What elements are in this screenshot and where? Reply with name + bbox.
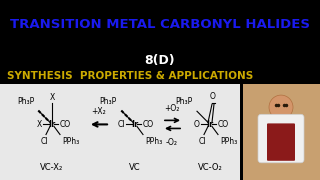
Text: Ph₃P: Ph₃P xyxy=(175,97,192,106)
Text: CO: CO xyxy=(60,120,71,129)
Text: -O₂: -O₂ xyxy=(166,138,178,147)
Text: Ir: Ir xyxy=(132,120,139,129)
Text: X: X xyxy=(37,120,42,129)
Text: 8(D): 8(D) xyxy=(145,54,175,67)
FancyBboxPatch shape xyxy=(267,123,295,161)
Text: O: O xyxy=(210,92,216,101)
Text: VC-O₂: VC-O₂ xyxy=(198,163,222,172)
Text: Cl: Cl xyxy=(40,137,48,146)
Text: CO: CO xyxy=(143,120,154,129)
Text: CO: CO xyxy=(218,120,229,129)
Text: Cl: Cl xyxy=(198,137,206,146)
FancyBboxPatch shape xyxy=(258,114,304,163)
Text: SYNTHESIS  PROPERTIES & APPLICATIONS: SYNTHESIS PROPERTIES & APPLICATIONS xyxy=(7,71,253,81)
FancyBboxPatch shape xyxy=(0,84,240,180)
Text: Ir: Ir xyxy=(48,120,56,129)
Text: O: O xyxy=(194,120,200,129)
Text: Cl: Cl xyxy=(117,120,125,129)
Text: X: X xyxy=(49,93,55,102)
Text: Ir: Ir xyxy=(206,120,214,129)
Text: PPh₃: PPh₃ xyxy=(220,137,237,146)
Text: PPh₃: PPh₃ xyxy=(62,137,79,146)
FancyBboxPatch shape xyxy=(243,84,320,180)
Text: VC: VC xyxy=(129,163,141,172)
Text: TRANSITION METAL CARBONYL HALIDES: TRANSITION METAL CARBONYL HALIDES xyxy=(10,18,310,31)
Text: Ph₃P: Ph₃P xyxy=(100,97,117,106)
Text: +O₂: +O₂ xyxy=(164,104,180,113)
Text: PPh₃: PPh₃ xyxy=(145,137,162,146)
Text: VC-X₂: VC-X₂ xyxy=(40,163,64,172)
Text: +X₂: +X₂ xyxy=(92,107,106,116)
Circle shape xyxy=(269,95,293,119)
Text: Ph₃P: Ph₃P xyxy=(17,97,34,106)
